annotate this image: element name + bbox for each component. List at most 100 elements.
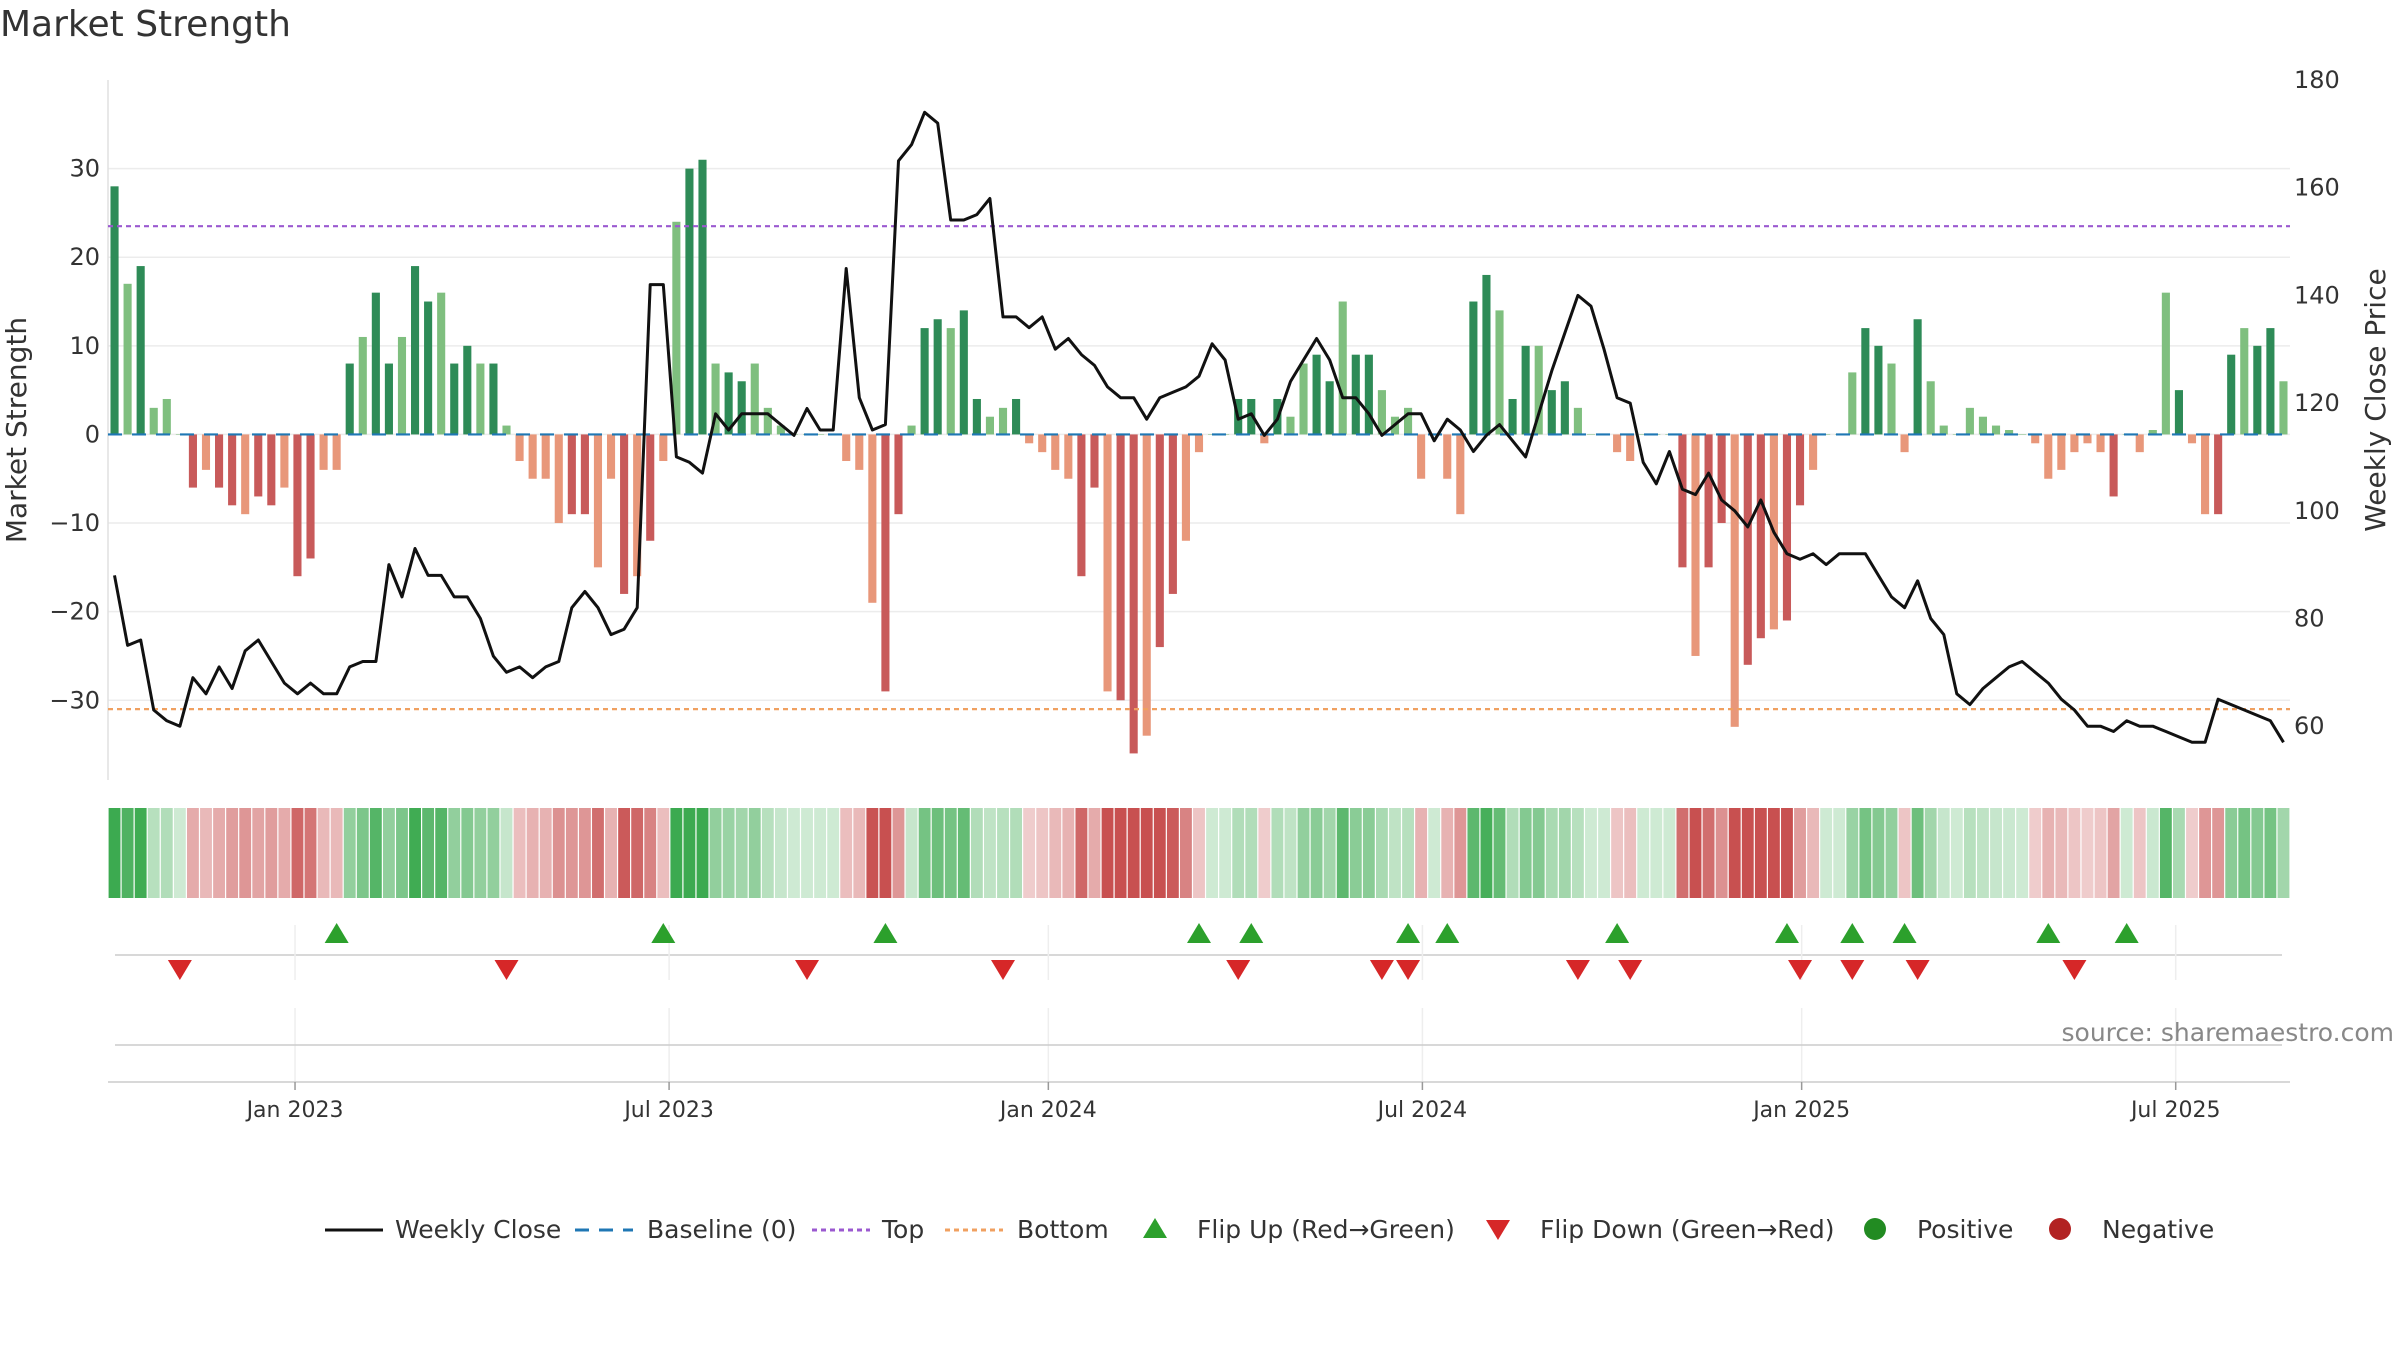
- strength-bar: [1861, 328, 1870, 435]
- strength-bar: [2148, 430, 2157, 435]
- left-tick-label: 10: [69, 332, 100, 360]
- strength-strip-cell: [1193, 808, 1205, 898]
- flip-up-marker: [1396, 923, 1421, 943]
- flip-up-marker: [1840, 923, 1865, 943]
- strength-strip-cell: [1781, 808, 1793, 898]
- strength-strip-cell: [186, 808, 199, 898]
- strength-bar: [985, 416, 994, 435]
- strength-strip-cell: [866, 808, 879, 898]
- strength-bar: [737, 381, 746, 435]
- left-tick-label: −30: [49, 686, 100, 714]
- flip-up-marker: [1187, 923, 1211, 943]
- strength-strip-cell: [1807, 808, 1820, 898]
- strength-strip-cell: [239, 808, 252, 898]
- strength-bar: [1809, 434, 1818, 470]
- strength-strip-cell: [1493, 808, 1506, 898]
- strength-strip-cell: [304, 808, 317, 898]
- strength-strip-cell: [657, 808, 670, 898]
- strength-strip-cell: [761, 808, 774, 898]
- strength-strip-cell: [1558, 808, 1571, 898]
- strength-strip-cell: [2107, 808, 2120, 898]
- strength-strip-cell: [1571, 808, 1584, 898]
- flip-up-marker: [324, 923, 349, 943]
- strength-bar: [1338, 301, 1347, 435]
- x-tick-label: Jan 2023: [245, 1098, 344, 1123]
- strength-strip-cell: [1153, 808, 1166, 898]
- strength-bar: [2266, 328, 2275, 435]
- strength-strip-cell: [1519, 808, 1532, 898]
- strength-bar: [228, 434, 237, 506]
- strength-bar: [1155, 434, 1164, 648]
- strength-bar: [201, 434, 211, 470]
- strength-strip-cell: [1741, 808, 1754, 898]
- strength-bar: [489, 363, 498, 435]
- strength-bar: [816, 434, 825, 435]
- strength-bar: [215, 434, 224, 488]
- strength-strip-cell: [578, 808, 591, 898]
- strength-bar: [476, 363, 485, 435]
- x-tick-label: Jul 2024: [1376, 1098, 1468, 1123]
- strength-strip-cell: [422, 808, 435, 898]
- strength-strip-cell: [2264, 808, 2277, 898]
- legend-label: Bottom: [1017, 1215, 1109, 1244]
- strength-bar: [384, 363, 393, 435]
- legend-label: Negative: [2102, 1215, 2214, 1244]
- strength-strip-cell: [552, 808, 565, 898]
- strength-strip-cell: [409, 808, 421, 898]
- strength-strip-cell: [1990, 808, 2002, 898]
- strength-bar: [149, 407, 158, 435]
- flip-up-marker: [2036, 923, 2061, 943]
- strength-strip-cell: [448, 808, 461, 898]
- strength-strip-cell: [1049, 808, 1062, 898]
- strength-bar: [1129, 434, 1138, 754]
- strength-bar: [1795, 434, 1805, 506]
- strength-bar: [1991, 425, 2001, 435]
- strength-strip-cell: [670, 808, 683, 898]
- flip-up-marker: [1605, 923, 1630, 943]
- strength-strip-cell: [1859, 808, 1872, 898]
- strength-bar: [293, 434, 302, 577]
- strength-bar: [1691, 434, 1700, 656]
- strength-strip-cell: [1585, 808, 1597, 898]
- strength-bar: [2227, 354, 2236, 435]
- strength-strip-cell: [840, 808, 853, 898]
- strength-strip-cell: [696, 808, 709, 898]
- strength-strip-cell: [1794, 808, 1806, 898]
- strength-bar: [933, 319, 942, 435]
- strength-bar: [463, 345, 472, 435]
- strength-bar: [1025, 434, 1034, 444]
- strength-strip-cell: [1349, 808, 1362, 898]
- strength-strip-cell: [526, 808, 539, 898]
- strength-bar: [1887, 363, 1896, 435]
- strength-strip-cell: [1010, 808, 1023, 898]
- strength-bar: [2070, 434, 2079, 453]
- strength-strip-cell: [1101, 808, 1114, 898]
- strength-strip-cell: [1232, 808, 1245, 898]
- strength-strip-cell: [226, 808, 239, 898]
- strength-bar: [2044, 434, 2053, 479]
- strength-strip-cell: [121, 808, 134, 898]
- strength-bar: [1038, 434, 1047, 453]
- strength-bar: [1417, 434, 1426, 479]
- strength-strip-cell: [2055, 808, 2068, 898]
- strength-strip-cell: [592, 808, 604, 898]
- strength-strip-cell: [2225, 808, 2238, 898]
- x-tick-label: Jan 2025: [1751, 1098, 1850, 1123]
- strength-bar: [998, 407, 1008, 435]
- strength-bar: [1077, 434, 1086, 577]
- strength-strip-cell: [1336, 808, 1349, 898]
- strength-strip-cell: [2186, 808, 2198, 898]
- strength-bar: [1900, 434, 1909, 453]
- strength-bar: [1965, 407, 1974, 435]
- strength-strip-cell: [644, 808, 657, 898]
- strength-strip-cell: [1702, 808, 1715, 898]
- strength-strip-cell: [1624, 808, 1637, 898]
- strength-bar: [881, 434, 890, 692]
- strength-strip-cell: [513, 808, 526, 898]
- strength-strip-cell: [1663, 808, 1676, 898]
- strength-bar: [2096, 434, 2105, 453]
- strength-strip-cell: [356, 808, 369, 898]
- strength-strip-cell: [1036, 808, 1049, 898]
- strength-strip-cell: [944, 808, 957, 898]
- strength-strip-cell: [291, 808, 304, 898]
